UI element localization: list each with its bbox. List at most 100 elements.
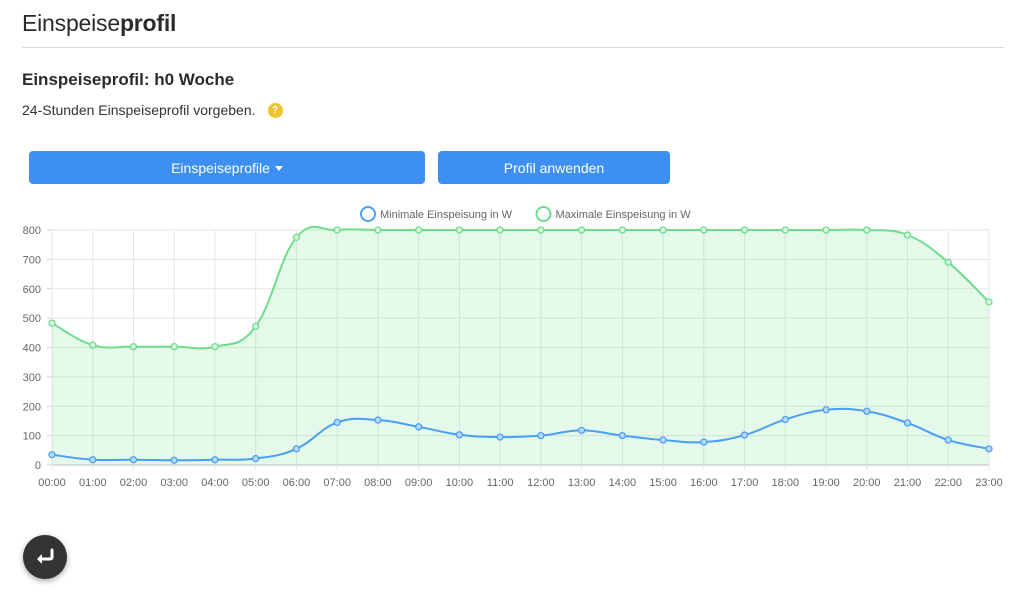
data-point (496, 433, 504, 441)
x-tick-label: 11:00 (487, 477, 514, 489)
x-tick-label: 03:00 (160, 477, 188, 489)
data-point (333, 418, 341, 427)
data-point (903, 419, 912, 427)
data-point (537, 226, 545, 234)
x-tick-label: 04:00 (201, 477, 229, 489)
legend-label: Maximale Einspeisung in W (556, 209, 692, 221)
y-tick-label: 700 (23, 254, 41, 266)
x-tick-label: 15:00 (649, 477, 677, 489)
profile-title: Einspeiseprofil: h0 Woche (22, 70, 235, 89)
data-point (822, 406, 830, 414)
data-point (211, 342, 219, 351)
data-point (292, 445, 301, 453)
legend-label: Minimale Einspeisung in W (380, 209, 513, 221)
data-point (537, 431, 545, 440)
x-tick-label: 01:00 (79, 477, 107, 489)
data-point (618, 226, 626, 234)
data-point (129, 456, 138, 464)
x-tick-label: 09:00 (405, 477, 433, 489)
data-point (659, 436, 667, 444)
page-title-normal: Einspeise (22, 10, 120, 36)
data-point (455, 431, 464, 439)
series-line (51, 407, 990, 462)
data-point (333, 226, 341, 234)
legend-marker (535, 206, 552, 222)
x-tick-label: 20:00 (853, 477, 881, 489)
data-point (89, 456, 97, 464)
x-tick-label: 19:00 (812, 477, 840, 489)
data-point (292, 233, 301, 241)
data-point (618, 431, 626, 440)
return-arrow-icon (37, 548, 54, 564)
profile-description: 24-Stunden Einspeiseprofil vorgeben. (22, 102, 256, 118)
x-tick-label: 14:00 (609, 477, 637, 489)
x-tick-label: 05:00 (242, 477, 270, 489)
data-point (415, 226, 423, 234)
profile-description-row: 24-Stunden Einspeiseprofil vorgeben. ? (22, 102, 283, 118)
series-area (52, 226, 989, 465)
y-tick-label: 800 (23, 225, 41, 237)
profiles-dropdown-button[interactable]: Einspeiseprofile (29, 151, 425, 184)
x-tick-label: 13:00 (568, 477, 596, 489)
back-button[interactable] (23, 535, 67, 579)
data-point (415, 423, 423, 431)
x-tick-label: 02:00 (120, 477, 148, 489)
help-icon[interactable]: ? (267, 102, 283, 118)
data-point (374, 416, 382, 424)
data-point (48, 451, 56, 459)
data-point (374, 226, 382, 234)
legend-marker (360, 206, 376, 222)
data-point (252, 454, 260, 463)
x-tick-label: 06:00 (283, 477, 311, 489)
data-point (700, 226, 708, 234)
data-point (129, 342, 138, 351)
x-tick-label: 08:00 (364, 477, 392, 489)
data-point (740, 226, 749, 234)
data-point (985, 445, 993, 453)
data-point (496, 226, 504, 234)
data-point (211, 456, 219, 464)
x-tick-label: 00:00 (38, 477, 66, 489)
data-point (455, 226, 464, 234)
data-point (781, 415, 789, 424)
y-tick-label: 200 (23, 401, 41, 413)
profiles-dropdown-label: Einspeiseprofile (171, 159, 270, 176)
data-point (577, 226, 586, 234)
data-point (740, 431, 749, 439)
apply-profile-button[interactable]: Profil anwenden (438, 151, 670, 184)
data-point (170, 342, 178, 351)
x-tick-label: 10:00 (446, 477, 474, 489)
data-point (577, 426, 586, 434)
y-tick-label: 400 (23, 343, 41, 355)
page-title-bold: profil (119, 10, 177, 36)
data-point (252, 322, 260, 331)
data-point (863, 407, 871, 415)
data-point (944, 258, 952, 266)
data-point (903, 231, 912, 239)
x-tick-label: 21:00 (894, 477, 922, 489)
header-divider (22, 47, 1004, 48)
x-tick-label: 12:00 (527, 477, 555, 489)
data-point (863, 226, 871, 234)
caret-down-icon (274, 165, 283, 171)
y-tick-label: 100 (23, 431, 41, 443)
y-tick-label: 500 (23, 313, 41, 325)
y-tick-label: 600 (23, 284, 41, 296)
data-point (985, 298, 993, 306)
x-tick-label: 18:00 (772, 477, 800, 489)
x-tick-label: 23:00 (975, 477, 1003, 489)
data-point (822, 226, 830, 234)
data-point (170, 456, 178, 464)
y-tick-label: 0 (35, 460, 41, 472)
page-title: Einspeiseprofil (22, 10, 176, 37)
x-tick-label: 17:00 (731, 477, 759, 489)
y-tick-label: 300 (23, 372, 41, 384)
apply-profile-label: Profil anwenden (503, 159, 605, 176)
data-point (700, 438, 708, 446)
data-point (944, 436, 952, 444)
x-tick-label: 22:00 (934, 477, 962, 489)
x-tick-label: 16:00 (690, 477, 718, 489)
x-tick-label: 07:00 (323, 477, 351, 489)
data-point (89, 341, 97, 349)
